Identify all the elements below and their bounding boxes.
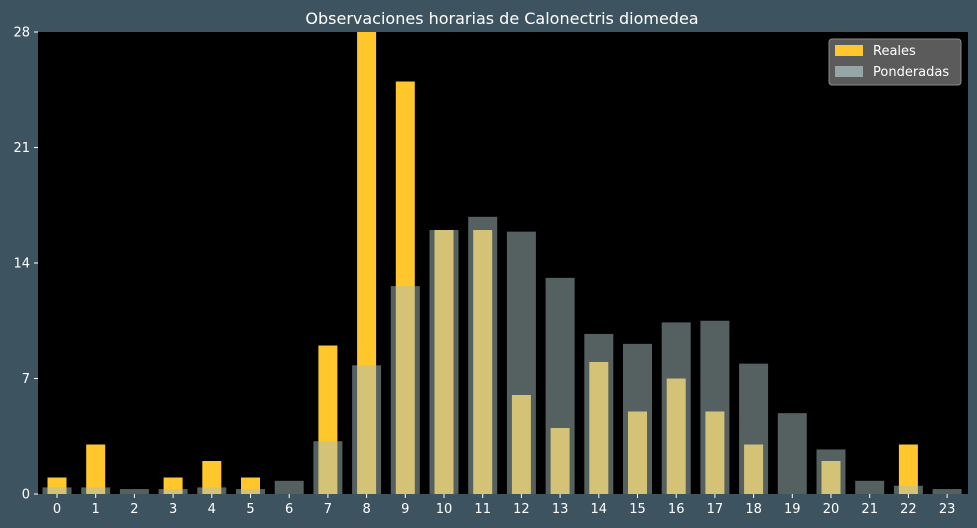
x-tick-label-9: 9 — [401, 502, 409, 517]
bar-ponderadas-12 — [506, 231, 536, 494]
bar-ponderadas-15 — [623, 343, 652, 494]
x-tick-label-19: 19 — [784, 502, 801, 517]
x-tick-label-6: 6 — [285, 502, 293, 517]
bar-ponderadas-2 — [119, 489, 149, 494]
bar-ponderadas-8 — [352, 365, 382, 494]
x-tick-label-23: 23 — [939, 502, 956, 517]
legend: Reales Ponderadas — [828, 38, 962, 86]
bar-ponderadas-9 — [390, 286, 420, 494]
bar-ponderadas-6 — [274, 480, 304, 494]
x-tick-label-13: 13 — [552, 502, 569, 517]
y-tick-label-14: 14 — [13, 257, 30, 272]
bar-ponderadas-18 — [739, 363, 769, 494]
bar-ponderadas-14 — [584, 333, 614, 494]
bar-reales-1 — [86, 444, 106, 494]
bar-ponderadas-3 — [158, 489, 188, 494]
bar-ponderadas-22 — [893, 485, 923, 494]
legend-label-reales: Reales — [873, 44, 916, 59]
x-tick-label-10: 10 — [436, 502, 453, 517]
x-tick-label-11: 11 — [474, 502, 491, 517]
x-tick-label-20: 20 — [823, 502, 840, 517]
x-tick-label-4: 4 — [208, 502, 216, 517]
x-tick-label-1: 1 — [92, 502, 100, 517]
x-tick-label-7: 7 — [324, 502, 332, 517]
bar-reales-4 — [202, 461, 222, 494]
y-tick-label-28: 28 — [13, 26, 30, 41]
x-tick-label-22: 22 — [900, 502, 917, 517]
bar-ponderadas-11 — [468, 216, 498, 495]
bar-ponderadas-16 — [661, 322, 691, 494]
bar-ponderadas-19 — [777, 413, 807, 494]
x-tick-label-5: 5 — [246, 502, 254, 517]
x-tick-label-21: 21 — [861, 502, 878, 517]
legend-swatch-reales — [835, 45, 863, 56]
x-tick-label-12: 12 — [513, 502, 530, 517]
bar-ponderadas-4 — [197, 487, 227, 494]
bar-ponderadas-1 — [81, 487, 111, 494]
bar-ponderadas-0 — [42, 487, 72, 494]
chart-title: Observaciones horarias de Calonectris di… — [305, 9, 698, 28]
legend-label-ponderadas: Ponderadas — [873, 65, 949, 80]
series-ponderadas — [42, 216, 962, 495]
y-tick-label-0: 0 — [22, 488, 30, 503]
bar-ponderadas-17 — [700, 320, 730, 494]
bar-ponderadas-7 — [313, 441, 343, 494]
x-tick-label-14: 14 — [591, 502, 608, 517]
bar-reales-22 — [898, 444, 918, 494]
bar-ponderadas-13 — [545, 277, 575, 494]
bar-ponderadas-23 — [932, 489, 962, 494]
bar-ponderadas-20 — [816, 449, 846, 494]
x-axis: 0 1 2 3 4 5 6 7 8 9 10 11 12 13 14 15 16 17 18 19 20 21 22 23 — [53, 494, 956, 517]
y-axis: 0 7 14 21 28 — [13, 26, 38, 503]
x-tick-label-8: 8 — [362, 502, 370, 517]
y-tick-label-21: 21 — [13, 141, 30, 156]
x-tick-label-3: 3 — [169, 502, 177, 517]
x-tick-label-17: 17 — [707, 502, 724, 517]
y-tick-label-7: 7 — [22, 372, 30, 387]
x-tick-label-18: 18 — [745, 502, 762, 517]
bar-ponderadas-10 — [429, 230, 459, 494]
x-tick-label-2: 2 — [130, 502, 138, 517]
x-tick-label-16: 16 — [668, 502, 685, 517]
plot-area — [38, 32, 968, 494]
bar-ponderadas-5 — [236, 489, 265, 494]
x-tick-label-15: 15 — [629, 502, 646, 517]
legend-swatch-ponderadas — [835, 66, 863, 77]
bar-ponderadas-21 — [855, 480, 885, 494]
x-tick-label-0: 0 — [53, 502, 61, 517]
